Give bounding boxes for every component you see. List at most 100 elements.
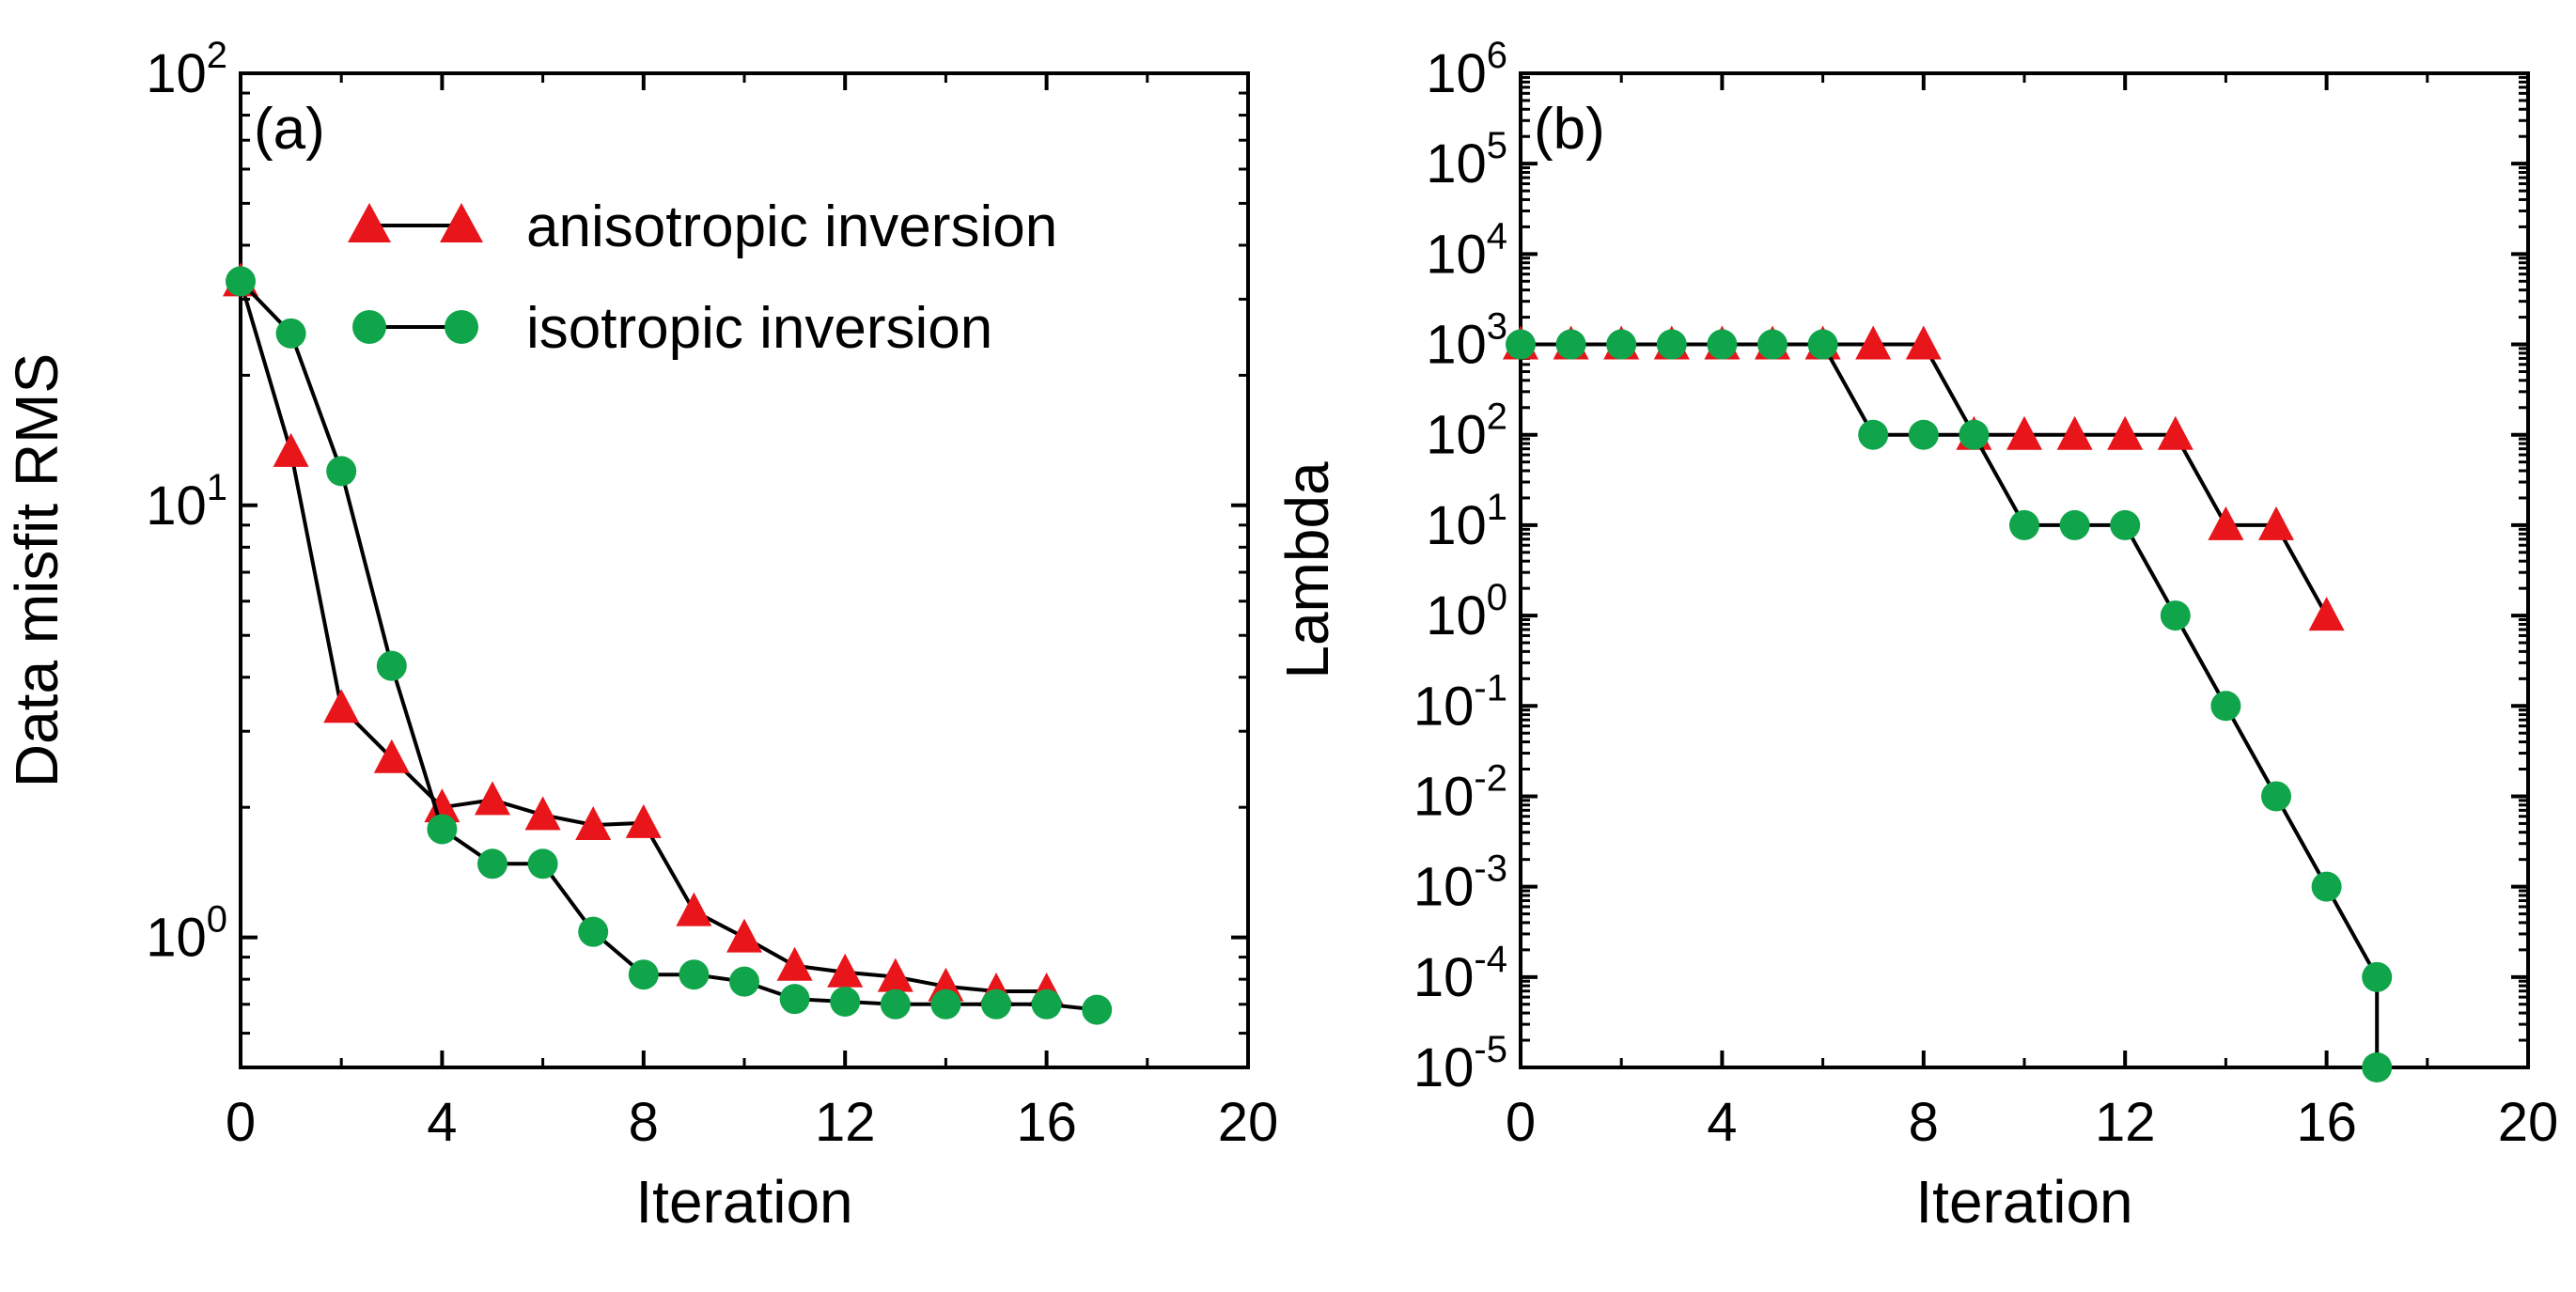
x-tick-label: 0 xyxy=(226,1092,256,1153)
data-point-circle xyxy=(2210,691,2241,722)
y-tick-base: 10 xyxy=(1426,224,1487,285)
y-tick-exponent: 1 xyxy=(1487,487,1507,528)
y-tick-exponent: -3 xyxy=(1474,848,1507,890)
data-point-circle xyxy=(1959,419,1990,450)
y-tick-exponent: -5 xyxy=(1474,1029,1507,1070)
legend-marker-circle xyxy=(445,310,478,344)
y-tick-base: 10 xyxy=(1426,315,1487,376)
data-point-circle xyxy=(2160,600,2191,631)
panel-label: (a) xyxy=(254,97,325,162)
series-anisotropic-inversion xyxy=(223,262,1065,1007)
data-point-triangle xyxy=(524,796,561,831)
y-tick-base: 10 xyxy=(146,43,207,104)
data-point-circle xyxy=(527,848,558,879)
data-point-circle xyxy=(2059,509,2090,540)
y-tick-label: 105 xyxy=(1426,125,1507,195)
data-point-circle xyxy=(2261,781,2291,812)
data-point-triangle xyxy=(2157,415,2194,450)
y-tick-label: 10-3 xyxy=(1413,848,1507,918)
data-point-triangle xyxy=(625,803,662,838)
legend-label: isotropic inversion xyxy=(526,296,992,361)
y-tick-label: 102 xyxy=(1426,397,1507,466)
data-point-triangle xyxy=(2308,597,2345,631)
data-point-circle xyxy=(729,966,759,997)
x-axis-title: Iteration xyxy=(1915,1168,2132,1236)
data-point-triangle xyxy=(475,781,510,816)
y-tick-exponent: 6 xyxy=(1487,35,1507,76)
data-point-circle xyxy=(1031,988,1062,1020)
y-tick-label: 10-1 xyxy=(1413,667,1507,737)
data-point-circle xyxy=(1082,994,1113,1025)
y-tick-label: 101 xyxy=(1426,487,1507,556)
data-point-circle xyxy=(930,988,961,1020)
data-point-circle xyxy=(2311,871,2342,902)
x-tick-label: 12 xyxy=(2095,1092,2156,1153)
legend: anisotropic inversion isotropic inversion xyxy=(348,195,1057,361)
x-axis-title: Iteration xyxy=(635,1168,852,1236)
y-tick-label: 10-2 xyxy=(1413,757,1507,827)
x-tick-label: 4 xyxy=(1707,1092,1737,1153)
y-tick-exponent: -1 xyxy=(1474,667,1507,708)
series-line xyxy=(239,280,1047,994)
y-tick-label: 102 xyxy=(146,35,227,104)
data-point-circle xyxy=(1656,329,1687,360)
x-tick-label: 20 xyxy=(1218,1092,1279,1153)
series-line xyxy=(239,279,1098,1012)
data-point-triangle xyxy=(373,739,410,773)
y-tick-label: 100 xyxy=(146,899,227,969)
legend-marker-circle xyxy=(352,310,386,344)
data-point-circle xyxy=(226,266,256,297)
series-isotropic-inversion xyxy=(226,266,1113,1025)
y-tick-base: 10 xyxy=(1426,405,1487,466)
data-point-circle xyxy=(1606,329,1637,360)
data-point-circle xyxy=(1757,329,1788,360)
x-tick-label: 0 xyxy=(1506,1092,1536,1153)
data-point-circle xyxy=(275,318,306,349)
y-tick-exponent: 0 xyxy=(1487,577,1507,618)
y-tick-exponent: 4 xyxy=(1487,215,1507,257)
y-tick-base: 10 xyxy=(1426,585,1487,646)
data-point-circle xyxy=(628,959,659,990)
y-tick-exponent: -4 xyxy=(1474,939,1507,980)
y-tick-exponent: 2 xyxy=(207,35,227,76)
data-point-triangle xyxy=(323,689,360,724)
data-point-circle xyxy=(1908,419,1939,450)
y-tick-base: 10 xyxy=(1413,857,1475,918)
data-point-triangle xyxy=(2056,415,2093,450)
data-point-triangle xyxy=(877,957,913,992)
plot-frame xyxy=(1519,71,2530,1069)
series-anisotropic-inversion xyxy=(1503,325,2345,631)
y-tick-base: 10 xyxy=(1413,676,1475,737)
y-tick-label: 10-4 xyxy=(1413,939,1507,1008)
y-tick-base: 10 xyxy=(146,475,207,537)
data-point-circle xyxy=(2362,1052,2393,1082)
data-point-circle xyxy=(376,650,407,681)
data-point-circle xyxy=(477,848,507,879)
y-tick-base: 10 xyxy=(1413,1037,1475,1098)
data-point-triangle xyxy=(2006,415,2042,450)
data-point-circle xyxy=(1506,329,1536,360)
data-point-circle xyxy=(1858,419,1889,450)
data-point-circle xyxy=(679,959,710,990)
y-tick-exponent: 2 xyxy=(1487,397,1507,438)
data-point-circle xyxy=(2009,509,2039,540)
series-isotropic-inversion xyxy=(1506,329,2393,1082)
y-tick-label: 100 xyxy=(1426,577,1507,646)
y-tick-label: 106 xyxy=(1426,35,1507,104)
data-point-circle xyxy=(427,814,458,845)
series-line xyxy=(1521,342,2380,1067)
y-tick-base: 10 xyxy=(146,908,207,969)
y-axis-title: Lambda xyxy=(1273,461,1341,679)
legend-marker-triangle xyxy=(440,203,483,242)
legend-marker-triangle xyxy=(348,203,391,242)
data-point-triangle xyxy=(2258,506,2294,540)
y-tick-base: 10 xyxy=(1426,495,1487,556)
data-point-triangle xyxy=(1905,325,1942,360)
x-tick-label: 20 xyxy=(2498,1092,2559,1153)
y-axis-title: Data misfit RMS xyxy=(3,353,70,787)
y-tick-base: 10 xyxy=(1413,766,1475,827)
data-point-circle xyxy=(880,988,911,1020)
x-tick-label: 16 xyxy=(2296,1092,2357,1153)
y-tick-label: 101 xyxy=(146,467,227,537)
